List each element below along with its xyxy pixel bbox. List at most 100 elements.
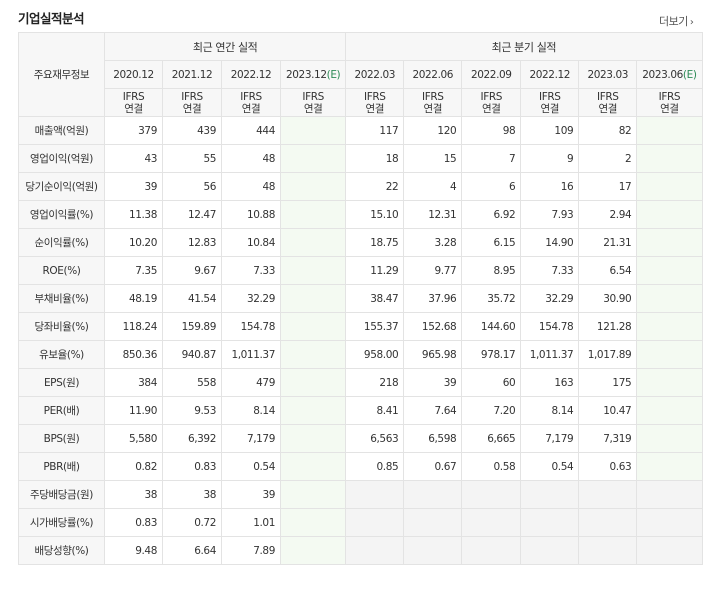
quarter-value-cell: 17: [578, 172, 638, 201]
annual-value-cell: [279, 368, 347, 397]
annual-value-cell: 0.72: [162, 508, 222, 537]
quarter-value-cell: 9: [520, 144, 580, 173]
row-label: 매출액(억원): [18, 116, 105, 145]
quarter-value-cell: [636, 340, 703, 369]
quarter-value-cell: 10.47: [578, 396, 638, 425]
quarter-value-cell: [636, 508, 703, 537]
annual-value-cell: 10.88: [221, 200, 281, 229]
consolidated-label: 연결: [660, 102, 679, 115]
quarter-value-cell: 109: [520, 116, 580, 145]
row-label: 당좌비율(%): [18, 312, 105, 341]
annual-value-cell: 5,580: [104, 424, 163, 453]
quarter-value-cell: 15.10: [345, 200, 405, 229]
quarter-value-cell: 82: [578, 116, 638, 145]
corner-header: 주요재무정보: [18, 32, 105, 117]
period-header: 2022.06: [403, 60, 463, 89]
quarter-value-cell: [636, 172, 703, 201]
table-row: 시가배당률(%) 0.83 0.72 1.01: [18, 508, 703, 537]
annual-value-cell: 9.67: [162, 256, 222, 285]
row-label: 당기순이익(억원): [18, 172, 105, 201]
quarter-value-cell: [520, 536, 580, 565]
annual-value-cell: 38: [104, 480, 163, 509]
quarter-value-cell: [636, 284, 703, 313]
annual-value-cell: [279, 452, 347, 481]
quarter-value-cell: [636, 144, 703, 173]
quarter-value-cell: 12.31: [403, 200, 463, 229]
quarter-value-cell: 7.20: [461, 396, 522, 425]
annual-value-cell: 0.83: [104, 508, 163, 537]
quarter-value-cell: 7.93: [520, 200, 580, 229]
quarter-value-cell: [636, 228, 703, 257]
period-label: 2022.12: [529, 68, 571, 81]
period-header: 2023.06(E): [636, 60, 703, 89]
annual-value-cell: 39: [221, 480, 281, 509]
quarter-value-cell: 163: [520, 368, 580, 397]
annual-value-cell: 439: [162, 116, 222, 145]
row-label: ROE(%): [18, 256, 105, 285]
table-row: 주당배당금(원) 38 38 39: [18, 480, 703, 509]
quarter-value-cell: 16: [520, 172, 580, 201]
chevron-right-icon: ›: [689, 17, 694, 28]
quarter-value-cell: [636, 480, 703, 509]
table-row: PBR(배) 0.82 0.83 0.54 0.85 0.67 0.58 0.54 0.63: [18, 452, 703, 481]
row-label: PER(배): [18, 396, 105, 425]
quarter-value-cell: 37.96: [403, 284, 463, 313]
ifrs-basis-header: IFRS 연결: [104, 88, 163, 117]
quarter-value-cell: [345, 536, 405, 565]
more-label: 더보기: [659, 15, 688, 28]
period-label: 2022.12: [230, 68, 272, 81]
table-row: 부채비율(%) 48.19 41.54 32.29 38.47 37.96 35.72 32.…: [18, 284, 703, 313]
quarter-value-cell: [578, 480, 638, 509]
quarter-value-cell: 2.94: [578, 200, 638, 229]
annual-value-cell: [279, 312, 347, 341]
quarter-value-cell: [636, 200, 703, 229]
annual-value-cell: 6.64: [162, 536, 222, 565]
ifrs-basis-header: IFRS 연결: [162, 88, 222, 117]
quarter-value-cell: 7,179: [520, 424, 580, 453]
annual-value-cell: 1,011.37: [221, 340, 281, 369]
quarter-value-cell: 14.90: [520, 228, 580, 257]
quarter-value-cell: [578, 508, 638, 537]
ifrs-label: IFRS: [240, 90, 262, 103]
ifrs-basis-header: IFRS 연결: [636, 88, 703, 117]
ifrs-basis-header: IFRS 연결: [221, 88, 281, 117]
annual-value-cell: 48: [221, 144, 281, 173]
consolidated-label: 연결: [365, 102, 385, 115]
quarter-value-cell: 18.75: [345, 228, 405, 257]
ifrs-label: IFRS: [364, 90, 386, 103]
annual-value-cell: 7.89: [221, 536, 281, 565]
quarter-value-cell: 1,011.37: [520, 340, 580, 369]
annual-value-cell: 11.38: [104, 200, 163, 229]
period-header: 2022.12: [221, 60, 281, 89]
annual-value-cell: [279, 116, 347, 145]
annual-value-cell: 0.83: [162, 452, 222, 481]
quarter-value-cell: 30.90: [578, 284, 638, 313]
quarterly-group-header: 최근 분기 실적: [345, 32, 703, 61]
quarter-value-cell: [578, 536, 638, 565]
quarter-value-cell: 0.58: [461, 452, 522, 481]
annual-value-cell: [279, 536, 347, 565]
more-link[interactable]: 더보기 ›: [659, 13, 694, 29]
quarter-value-cell: 7,319: [578, 424, 638, 453]
quarter-value-cell: [636, 256, 703, 285]
annual-value-cell: 12.83: [162, 228, 222, 257]
quarter-value-cell: 152.68: [403, 312, 463, 341]
quarter-value-cell: [345, 508, 405, 537]
row-label: 시가배당률(%): [18, 508, 105, 537]
row-label: 영업이익(억원): [18, 144, 105, 173]
annual-value-cell: 940.87: [162, 340, 222, 369]
ifrs-label: IFRS: [539, 90, 561, 103]
annual-value-cell: 11.90: [104, 396, 163, 425]
table-row: ROE(%) 7.35 9.67 7.33 11.29 9.77 8.95 7.33 6.54: [18, 256, 703, 285]
table-row: 당좌비율(%) 118.24 159.89 154.78 155.37 152.68 144…: [18, 312, 703, 341]
row-label: PBR(배): [18, 452, 105, 481]
quarter-value-cell: 978.17: [461, 340, 522, 369]
annual-value-cell: [279, 508, 347, 537]
period-header: 2022.09: [461, 60, 522, 89]
quarter-value-cell: 0.54: [520, 452, 580, 481]
quarter-value-cell: 32.29: [520, 284, 580, 313]
period-label: 2023.03: [587, 68, 629, 81]
annual-value-cell: 118.24: [104, 312, 163, 341]
annual-value-cell: 7,179: [221, 424, 281, 453]
table-row: 매출액(억원) 379 439 444 117 120 98 109 82: [18, 116, 703, 145]
